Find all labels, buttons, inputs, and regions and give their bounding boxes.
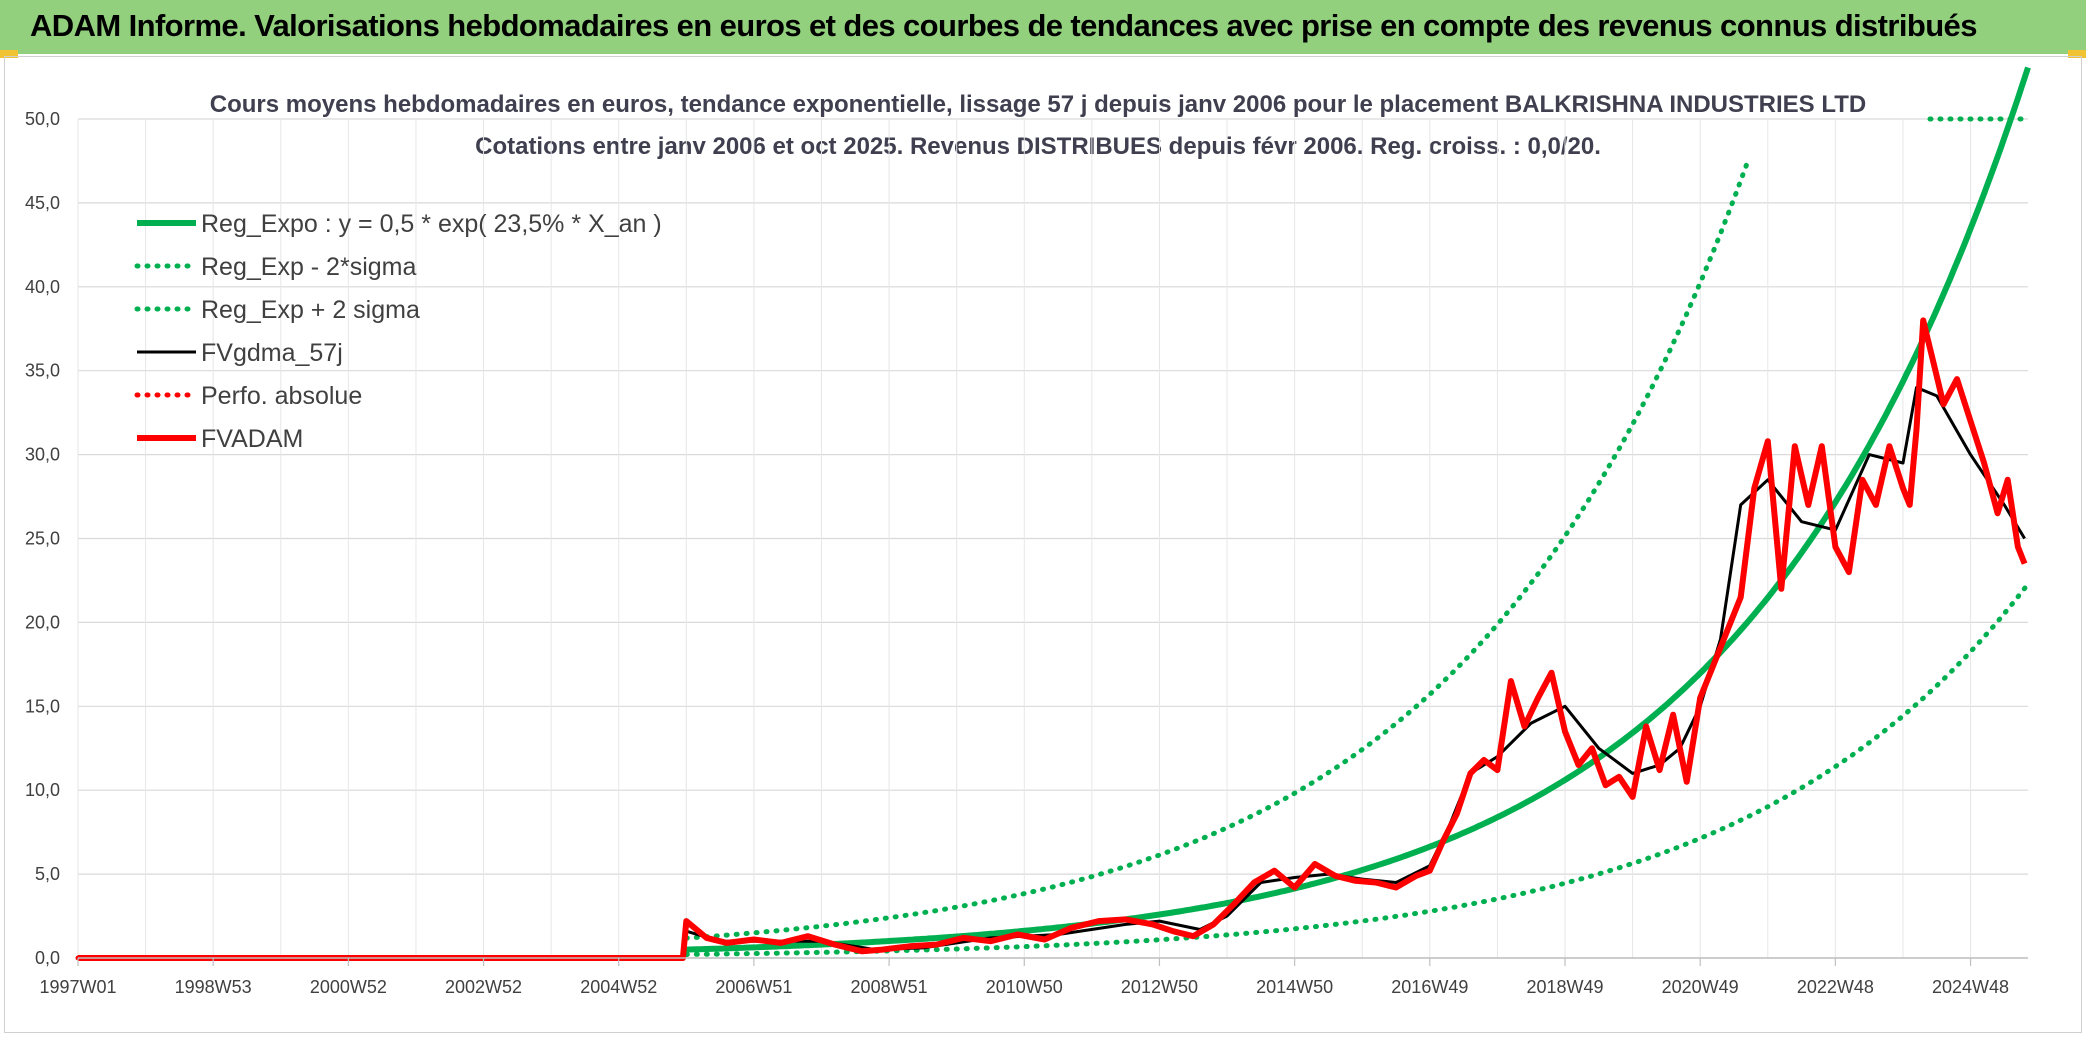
series-line [78,386,2026,960]
y-tick-label: 40,0 [25,277,60,297]
x-tick-label: 2024W48 [1932,977,2009,997]
y-tick-label: 45,0 [25,193,60,213]
x-tick-label: 2022W48 [1797,977,1874,997]
x-tick-label: 2004W52 [580,977,657,997]
y-tick-label: 5,0 [35,864,60,884]
x-tick-label: 2020W49 [1662,977,1739,997]
report-header: ADAM Informe. Valorisations hebdomadaire… [0,0,2086,58]
x-tick-label: 1997W01 [39,977,116,997]
chart-title-line2: Cotations entre janv 2006 et oct 2025. R… [475,133,1601,160]
legend-label: Reg_Exp + 2 sigma [201,296,420,324]
series-line [683,159,1750,941]
x-tick-label: 2010W50 [986,977,1063,997]
report-title: ADAM Informe. Valorisations hebdomadaire… [30,8,1977,43]
x-tick-label: 2008W51 [851,977,928,997]
y-tick-label: 20,0 [25,612,60,632]
y-tick-label: 30,0 [25,445,60,465]
chart-frame [4,56,2082,1033]
series-line [78,317,2028,961]
chart-grid [77,118,2028,959]
x-tick-label: 2014W50 [1256,977,1333,997]
y-tick-label: 15,0 [25,696,60,716]
legend-label: FVgdma_57j [201,339,343,367]
x-tick-label: 2002W52 [445,977,522,997]
x-tick-label: 2006W51 [715,977,792,997]
x-tick-label: 2018W49 [1526,977,1603,997]
x-tick-label: 2016W49 [1391,977,1468,997]
chart-legend: Reg_Expo : y = 0,5 * exp( 23,5% * X_an )… [134,210,662,453]
y-tick-label: 50,0 [25,109,60,129]
header-corner-right [2068,50,2086,58]
y-tick-label: 25,0 [25,529,60,549]
legend-label: Reg_Expo : y = 0,5 * exp( 23,5% * X_an ) [201,210,662,238]
series-line [686,66,2031,953]
x-tick-label: 1998W53 [175,977,252,997]
series-line [683,581,2031,957]
y-tick-label: 0,0 [35,948,60,968]
y-tick-label: 10,0 [25,780,60,800]
chart-title-line1: Cours moyens hebdomadaires en euros, ten… [210,91,1866,118]
chart-series [75,66,2031,961]
y-tick-label: 35,0 [25,361,60,381]
legend-label: FVADAM [201,425,303,453]
legend-label: Perfo. absolue [201,382,362,410]
header-corner-left [0,50,18,58]
x-tick-label: 2012W50 [1121,977,1198,997]
chart-axes: 0,0 5,0 10,0 15,0 20,0 25,0 30,0 35,0 40,0 45,0 50… [25,109,2028,997]
legend-label: Reg_Exp - 2*sigma [201,253,416,281]
x-tick-label: 2000W52 [310,977,387,997]
